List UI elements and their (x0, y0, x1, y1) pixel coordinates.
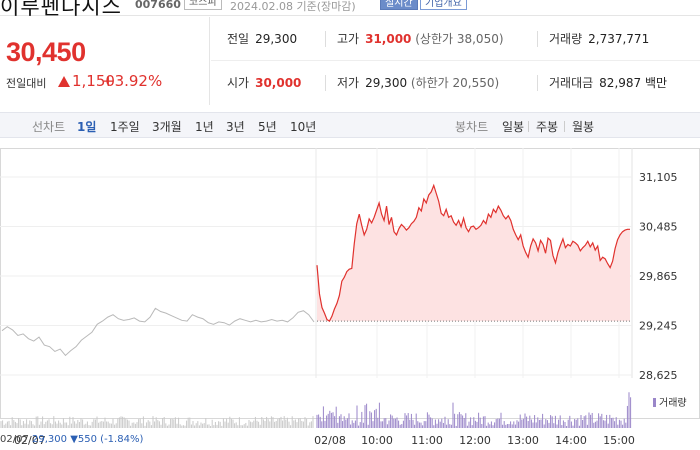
stat-volume: 거래량 2,737,771 (549, 32, 650, 46)
y-tick-label: 31,105 (639, 171, 678, 184)
x-tick-label: 02/08 (314, 434, 346, 447)
period-1y[interactable]: 1년 (195, 120, 214, 134)
period-1w[interactable]: 1주일 (110, 120, 140, 134)
period-3m[interactable]: 3개월 (152, 120, 182, 134)
realtime-button[interactable]: 실시간 (380, 0, 418, 10)
stat-open: 시가 30,000 (227, 76, 302, 90)
period-1d[interactable]: 1일 (77, 120, 97, 134)
stock-header: 이루펜다시스 007660 코스피 2024.02.08 기준(장마감) 실시간… (0, 0, 700, 19)
period-3y[interactable]: 3년 (226, 120, 245, 134)
stat-prev-close: 전일 29,300 (227, 32, 298, 46)
candle-chart-label[interactable]: 봉차트 (455, 120, 489, 134)
stat-amount: 거래대금 82,987 백만 (549, 76, 668, 90)
price-panel: 30,450 전일대비 1,150 +3.92% (0, 17, 210, 105)
x-tick-label: 10:00 (361, 434, 393, 447)
y-tick-label: 28,625 (639, 369, 678, 382)
x-tick-label: 15:00 (603, 434, 635, 447)
current-price: 30,450 (6, 37, 86, 67)
prev-day-date: 02/07 (0, 434, 29, 445)
x-tick-label: 02/07 (14, 434, 46, 447)
series-prev-day-line (1, 307, 315, 357)
y-tick-label: 29,865 (639, 270, 678, 283)
volume-legend: 거래량 (653, 394, 687, 409)
stats-grid: 전일 29,300 고가 31,000 (상한가 38,050) 거래량 2,737,… (211, 17, 700, 105)
stock-code: 007660 (135, 0, 181, 11)
x-tick-label: 13:00 (507, 434, 539, 447)
x-tick-label: 11:00 (411, 434, 443, 447)
candle-daily[interactable]: 일봉 (502, 120, 525, 134)
prev-day-price: 29,300 (32, 434, 68, 445)
line-chart-label[interactable]: 선차트 (32, 120, 66, 134)
up-triangle-icon (58, 76, 70, 87)
stat-high: 고가 31,000 (상한가 38,050) (337, 32, 504, 46)
y-tick-label: 29,245 (639, 320, 678, 333)
candle-weekly[interactable]: 주봉 (536, 120, 559, 134)
prev-day-percent: (-1.84%) (100, 434, 144, 445)
intraday-chart[interactable]: 31,105 30,485 29,865 29,245 28,625 02/07 02/08… (0, 148, 700, 450)
period-5y[interactable]: 5년 (258, 120, 277, 134)
price-change: 1,150 (72, 72, 115, 90)
prev-diff-label: 전일대비 (6, 77, 47, 90)
stock-name[interactable]: 이루펜다시스 (0, 0, 122, 19)
prev-day-summary: 02/07 29,300 ▼550 (-1.84%) (0, 434, 143, 445)
series-today-line (316, 183, 630, 322)
chart-toolbar: 선차트 1일 1주일 3개월 1년 3년 5년 10년 봉차트 일봉 주봉 월봉 (0, 112, 700, 138)
as-of-date: 2024.02.08 기준(장마감) (230, 0, 356, 13)
candle-monthly[interactable]: 월봉 (572, 120, 595, 134)
prev-day-change: ▼550 (70, 434, 97, 445)
period-10y[interactable]: 10년 (290, 120, 317, 134)
company-info-button[interactable]: 기업개요 (420, 0, 467, 10)
price-change-percent: +3.92% (102, 72, 163, 90)
x-tick-label: 14:00 (555, 434, 587, 447)
y-tick-label: 30,485 (639, 221, 678, 234)
x-tick-label: 12:00 (459, 434, 491, 447)
series-today-area (317, 185, 630, 322)
stat-low: 저가 29,300 (하한가 20,550) (337, 76, 500, 90)
market-badge: 코스피 (184, 0, 222, 10)
